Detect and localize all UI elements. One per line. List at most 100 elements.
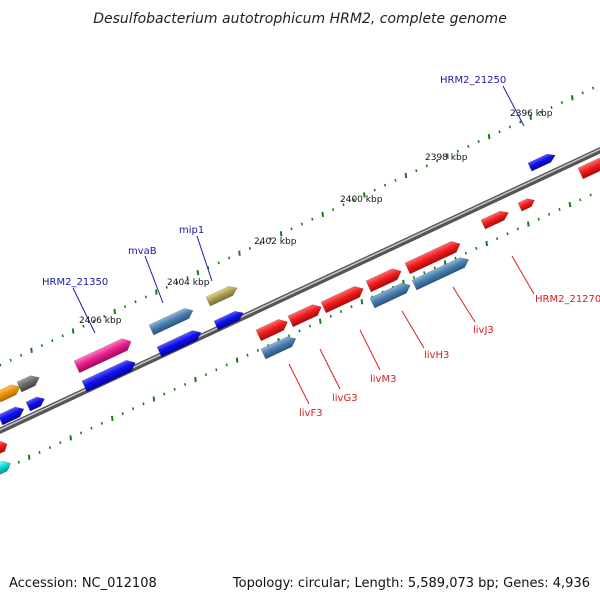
- minor-tick: [516, 227, 519, 231]
- gene-label-HRM2_21250[interactable]: HRM2_21250: [440, 75, 506, 86]
- minor-tick: [394, 178, 397, 182]
- minor-tick: [496, 237, 499, 241]
- gene-red-lower-1[interactable]: [255, 316, 290, 342]
- gene-label-livH3[interactable]: livH3: [424, 350, 449, 361]
- leader-livJ3: [452, 286, 476, 323]
- minor-tick: [581, 91, 584, 95]
- gene-label-mvaB[interactable]: mvaB: [128, 246, 157, 257]
- minor-tick: [259, 242, 262, 245]
- gene-red-lower-5[interactable]: [404, 238, 463, 275]
- minor-tick: [436, 159, 439, 163]
- gene-blue-left-2[interactable]: [25, 394, 47, 412]
- gene-mip1[interactable]: [205, 283, 239, 307]
- minor-tick: [350, 305, 353, 309]
- leader-mip1: [196, 235, 213, 282]
- scale-tick-labels: 2396 kbp 2398 kbp 2400 kbp 2402 kbp 2404…: [79, 109, 553, 326]
- gene-label-HRM2_21350[interactable]: HRM2_21350: [42, 277, 108, 288]
- gene-label-livM3[interactable]: livM3: [370, 374, 396, 385]
- minor-tick: [165, 285, 168, 289]
- major-tick: [113, 308, 116, 315]
- minor-tick: [51, 339, 54, 343]
- gene-cyan-left-edge[interactable]: [0, 458, 13, 477]
- gene-red-lower-3[interactable]: [320, 283, 366, 314]
- major-tick: [30, 347, 33, 354]
- minor-tick: [288, 334, 291, 338]
- gene-HRM2_21350[interactable]: [73, 336, 134, 374]
- map-title: Desulfobacterium autotrophicum HRM2, com…: [93, 11, 507, 27]
- tick-label-2404: 2404 kbp: [167, 278, 210, 288]
- major-tick: [485, 240, 488, 247]
- major-tick: [194, 376, 197, 383]
- minor-tick: [103, 314, 106, 318]
- gene-red-lower-2[interactable]: [287, 302, 324, 328]
- gene-steel-lower-3[interactable]: [411, 255, 471, 291]
- gene-label-mip1[interactable]: mip1: [179, 225, 204, 236]
- minor-tick: [373, 188, 376, 192]
- gene-red-right-edge[interactable]: [577, 155, 600, 180]
- gene-blue-lower-3[interactable]: [81, 357, 138, 393]
- minor-tick: [215, 368, 218, 372]
- minor-tick: [464, 251, 467, 255]
- minor-tick: [329, 314, 332, 318]
- major-tick: [69, 435, 72, 441]
- major-tick: [279, 231, 283, 237]
- major-tick: [235, 357, 239, 363]
- gene-gray-left[interactable]: [16, 373, 42, 393]
- major-tick: [529, 114, 532, 120]
- genome-summary-text: Topology: circular; Length: 5,589,073 bp…: [232, 576, 590, 591]
- gene-label-livJ3[interactable]: livJ3: [473, 325, 494, 336]
- major-tick: [71, 328, 75, 334]
- minor-tick: [412, 276, 415, 279]
- minor-tick: [134, 300, 137, 304]
- minor-tick: [121, 412, 124, 415]
- major-tick: [363, 192, 366, 198]
- major-tick: [321, 211, 324, 217]
- minor-tick: [269, 237, 272, 241]
- minor-tick: [300, 222, 303, 226]
- tick-label-2396: 2396 kbp: [510, 109, 553, 119]
- gene-steel-lower-1[interactable]: [260, 334, 298, 360]
- minor-tick: [207, 266, 210, 270]
- minor-tick: [228, 256, 231, 260]
- major-tick: [527, 221, 530, 227]
- gene-red-left-edge[interactable]: [0, 439, 9, 456]
- gene-HRM2_21250[interactable]: [527, 151, 557, 172]
- gene-label-livG3[interactable]: livG3: [332, 393, 358, 404]
- minor-tick: [342, 203, 345, 207]
- minor-tick: [308, 324, 311, 328]
- minor-tick: [256, 348, 259, 352]
- gene-blue-lower-2[interactable]: [156, 328, 203, 358]
- minor-tick: [415, 169, 418, 173]
- minor-tick: [506, 232, 509, 236]
- minor-tick: [332, 208, 335, 211]
- tick-label-2406: 2406 kbp: [79, 316, 122, 326]
- minor-tick: [558, 208, 561, 211]
- minor-tick: [0, 363, 2, 367]
- major-tick: [319, 318, 322, 324]
- gene-steel-lower-2[interactable]: [369, 280, 413, 309]
- gene-blue-lower-1[interactable]: [213, 308, 245, 331]
- minor-tick: [579, 198, 582, 202]
- minor-tick: [204, 373, 207, 377]
- leader-mvaB: [144, 255, 164, 304]
- minor-tick: [425, 164, 428, 168]
- major-tick: [571, 95, 574, 101]
- gene-orange-left[interactable]: [0, 382, 22, 403]
- minor-tick: [48, 446, 51, 450]
- minor-tick: [508, 125, 511, 129]
- gene-mvaB[interactable]: [148, 306, 195, 336]
- minor-tick: [173, 387, 176, 391]
- major-tick: [238, 250, 241, 256]
- minor-tick: [384, 183, 387, 187]
- gene-red-lower-7[interactable]: [517, 196, 536, 212]
- gene-label-livF3[interactable]: livF3: [299, 408, 323, 419]
- minor-tick: [17, 460, 20, 464]
- minor-tick: [20, 353, 23, 357]
- gene-blue-left-1[interactable]: [0, 404, 26, 426]
- minor-tick: [519, 120, 522, 124]
- major-tick: [446, 153, 449, 159]
- gene-red-lower-6[interactable]: [480, 208, 511, 230]
- gene-label-HRM2_21270[interactable]: HRM2_21270: [535, 294, 600, 305]
- gene-red-lower-4[interactable]: [365, 266, 404, 293]
